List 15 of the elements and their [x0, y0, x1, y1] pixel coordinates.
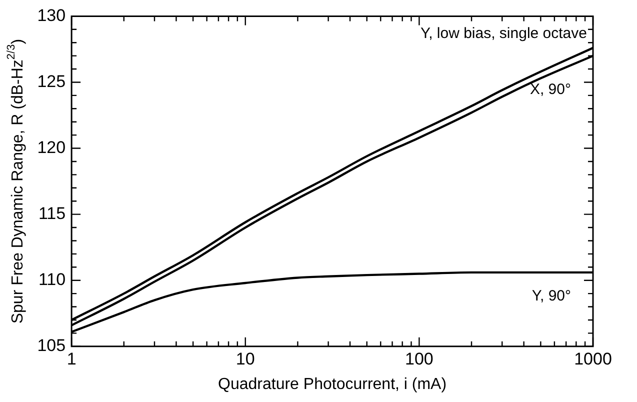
y-tick-label: 110 [38, 270, 66, 290]
x-tick-label: 10 [236, 349, 255, 368]
x-tick-label: 1 [66, 349, 76, 368]
x-tick-label: 1000 [574, 349, 612, 368]
legend-label: Y, 90° [532, 288, 571, 305]
y-tick-label: 120 [37, 138, 66, 157]
y-tick-label: 130 [37, 6, 66, 25]
legend-label: Y, low bias, single octave [420, 25, 587, 42]
y-tick-label: 115 [38, 204, 66, 224]
x-tick-label: 100 [405, 349, 434, 368]
y-axis-title: Spur Free Dynamic Range, R (dB-Hz2/3) [6, 38, 26, 324]
y-tick-label: 125 [37, 72, 66, 91]
x-axis-title: Quadrature Photocurrent, i (mA) [218, 376, 447, 393]
legend-label: X, 90° [530, 80, 571, 98]
y-tick-label: 105 [37, 336, 66, 356]
